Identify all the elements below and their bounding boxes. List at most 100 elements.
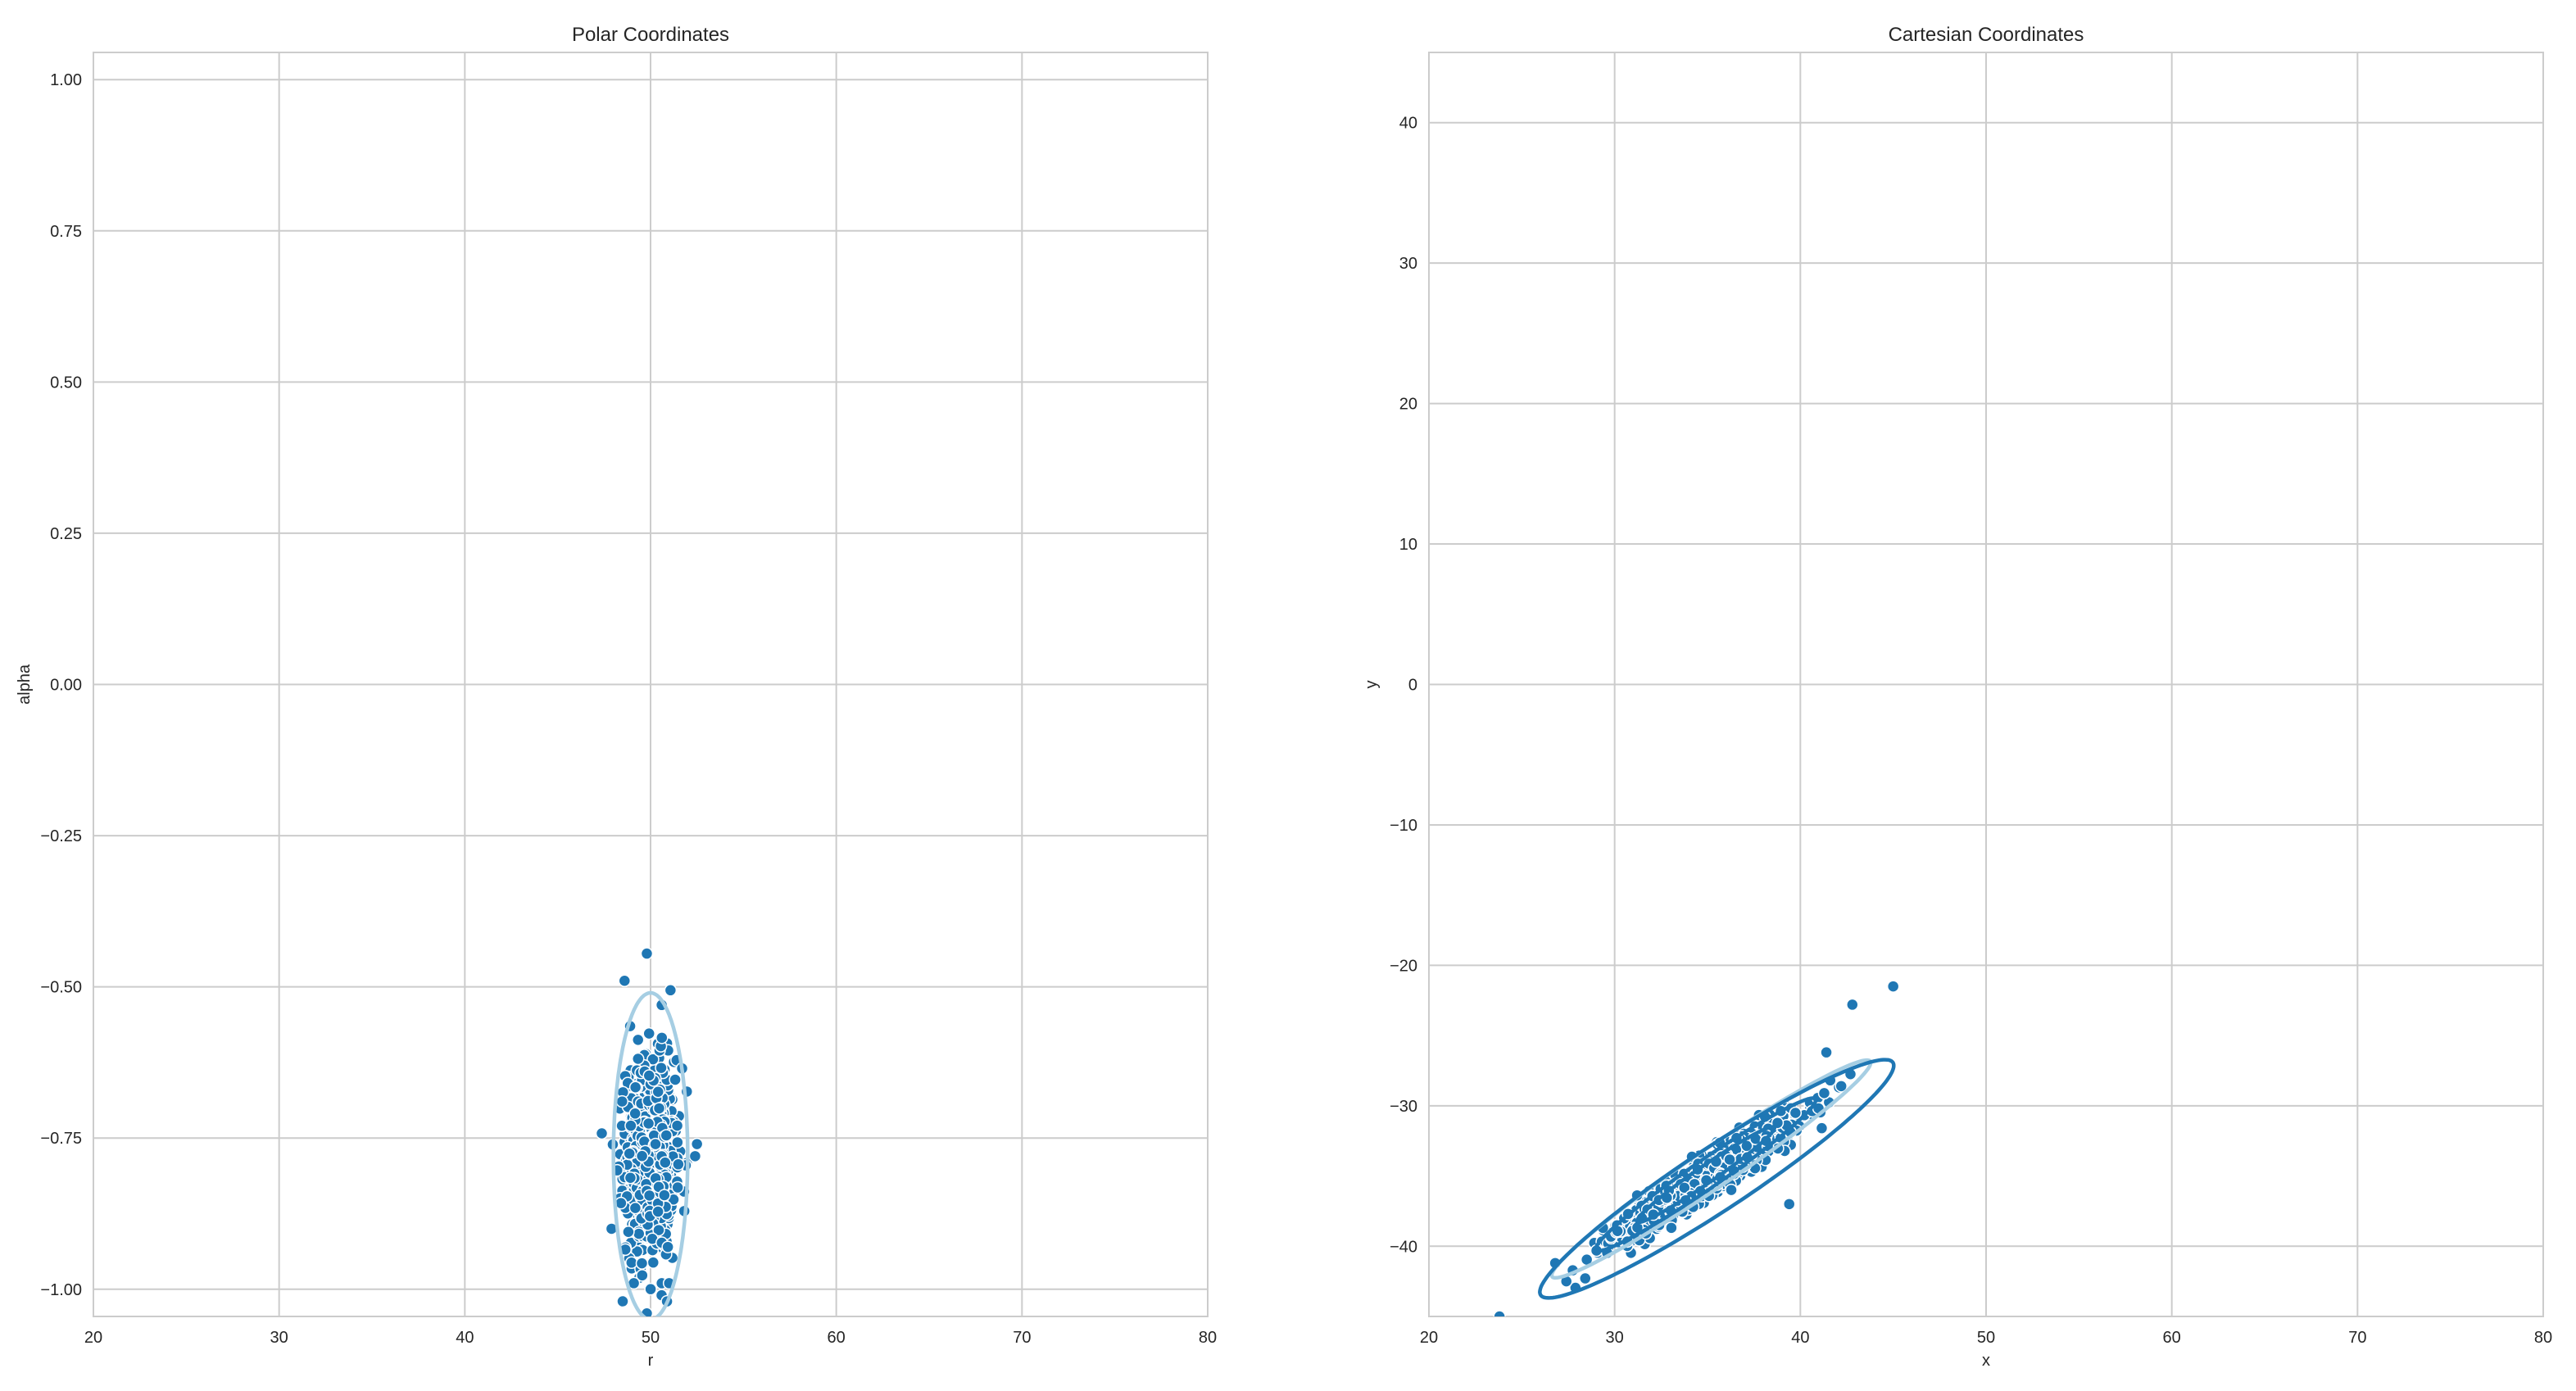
scatter-point [631,1033,645,1047]
x-tick-label: 40 [456,1329,474,1347]
scatter-point [671,1180,684,1194]
scatter-point [659,1156,672,1169]
scatter-point [1834,1080,1848,1093]
scatter-point [661,1240,674,1253]
x-tick-label: 30 [270,1329,288,1347]
scatter-point [1815,1121,1829,1135]
y-tick-label: 0.25 [50,525,82,543]
scatter-point [1665,1221,1678,1235]
scatter-point [1678,1181,1691,1194]
x-tick-label: 80 [2534,1329,2552,1347]
scatter-point [1846,998,1859,1012]
confidence-ellipse [1538,1058,1896,1300]
confidence-ellipse [611,990,690,1316]
y-tick-label: −0.75 [40,1130,82,1148]
scatter-point [646,1256,660,1269]
polar-tick-labels: 20 30 40 50 60 70 80 −1.00 −0.75 −0.50 −0.25 0.00 0.… [40,71,1217,1347]
x-tick-label: 70 [2348,1329,2366,1347]
scatter-point [644,1282,657,1296]
y-tick-label: 0 [1408,677,1417,695]
polar-scatter-points [595,947,704,1365]
scatter-point [1725,1183,1738,1197]
scatter-point [1579,1271,1592,1285]
cartesian-x-axis-label: x [1982,1352,1990,1370]
x-tick-label: 50 [642,1329,660,1347]
x-tick-label: 70 [1013,1329,1031,1347]
cartesian-grid [1429,52,2543,1316]
scatter-point [631,1052,645,1066]
scatter-point [660,1129,673,1142]
cartesian-confidence-ellipses [1538,1058,1896,1300]
scatter-point [618,974,632,988]
scatter-point [625,1256,638,1270]
y-tick-label: −10 [1390,817,1417,835]
scatter-point [649,1137,662,1151]
polar-x-axis-label: r [648,1352,654,1370]
y-tick-label: 0.75 [50,223,82,241]
y-tick-label: −30 [1390,1098,1417,1116]
scatter-point [615,1094,629,1108]
scatter-point [652,1223,665,1237]
y-tick-label: 1.00 [50,71,82,89]
scatter-point [628,1107,642,1121]
x-tick-label: 30 [1606,1329,1624,1347]
y-tick-label: 40 [1399,115,1417,133]
x-tick-label: 40 [1791,1329,1809,1347]
confidence-ellipse [1635,1125,1776,1225]
x-tick-label: 80 [1199,1329,1217,1347]
scatter-point [655,1061,668,1075]
scatter-point [635,1257,649,1270]
scatter-point [635,1149,649,1162]
scatter-point [1820,1045,1833,1059]
scatter-point [632,1227,646,1240]
polar-chart: 20 30 40 50 60 70 80 −1.00 −0.75 −0.50 −0.25 0.00 0.… [16,24,1217,1370]
y-tick-label: −0.25 [40,827,82,845]
scatter-point [642,1026,655,1040]
x-tick-label: 20 [1420,1329,1438,1347]
scatter-point [642,1189,656,1203]
scatter-point [1723,1153,1736,1167]
scatter-point [664,984,678,997]
y-tick-label: 0.00 [50,677,82,695]
scatter-point [688,1149,702,1163]
scatter-point [658,1189,671,1202]
scatter-point [1817,1086,1831,1100]
scatter-point [651,1085,664,1099]
scatter-point [655,1031,669,1044]
scatter-point [595,1126,609,1140]
scatter-point [623,1147,636,1160]
y-tick-label: −1.00 [40,1281,82,1299]
y-tick-label: 30 [1399,255,1417,273]
scatter-point [651,1205,664,1218]
x-tick-label: 20 [84,1329,102,1347]
y-tick-label: −40 [1390,1238,1417,1256]
scatter-point [652,1102,666,1115]
scatter-point [626,1353,637,1365]
cartesian-y-axis-label: y [1363,681,1381,689]
scatter-point [1493,1310,1506,1316]
scatter-point [642,1069,655,1082]
confidence-ellipse [1594,1096,1818,1253]
scatter-point [1886,980,1900,993]
scatter-point [690,1137,704,1151]
cartesian-plot-frame [1428,52,2544,1317]
polar-chart-title: Polar Coordinates [572,24,729,46]
scatter-point [640,947,654,960]
cartesian-tick-labels: 20 30 40 50 60 70 80 −40 −30 −20 −10 0 10 20 30 40 [1390,115,2552,1347]
scatter-point [669,1073,682,1086]
scatter-point [628,1081,642,1094]
scatter-point [670,1119,684,1132]
scatter-point [642,1117,655,1130]
scatter-point [616,1294,629,1308]
scatter-point [646,1053,660,1066]
y-tick-label: 10 [1399,536,1417,554]
scatter-point [624,1119,637,1132]
scatter-point [1789,1106,1803,1120]
scatter-point [671,1135,684,1149]
cartesian-chart-title: Cartesian Coordinates [1889,24,2084,46]
cartesian-chart: 20 30 40 50 60 70 80 −40 −30 −20 −10 0 10 20 30 40 Cart… [1363,24,2552,1370]
y-tick-label: −20 [1390,957,1417,975]
x-tick-label: 50 [1977,1329,1995,1347]
polar-confidence-ellipses [611,990,690,1316]
